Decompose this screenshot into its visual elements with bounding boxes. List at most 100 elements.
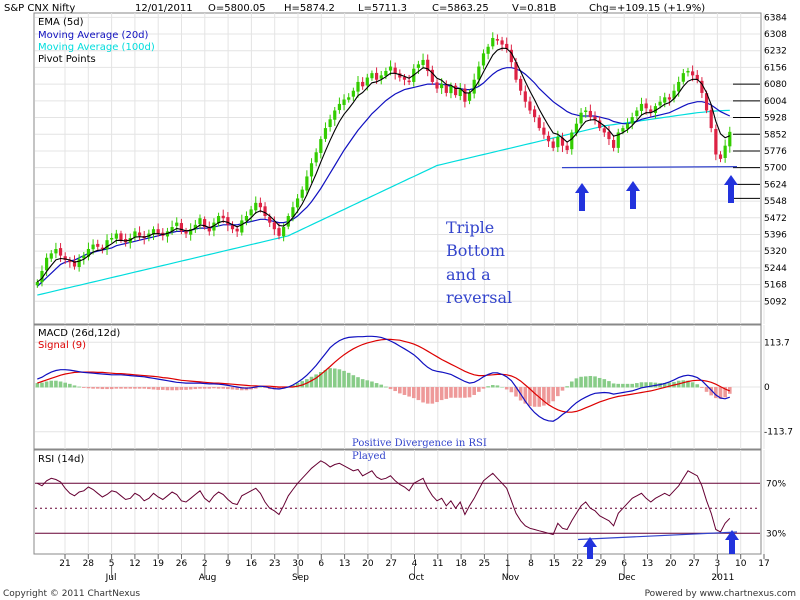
x-tick-label: 10 — [735, 559, 747, 569]
candle-body — [175, 222, 179, 226]
symbol-title: S&P CNX Nifty — [4, 3, 75, 14]
candle-body — [49, 253, 53, 259]
macd-histogram-bar — [328, 368, 332, 388]
macd-histogram-bar — [388, 387, 393, 390]
rsi-panel-frame — [33, 449, 762, 555]
macd-histogram-bar — [337, 369, 342, 388]
candle-body — [277, 228, 281, 236]
macd-histogram-bar — [639, 382, 644, 388]
macd-histogram-bar — [551, 387, 555, 402]
macd-histogram-bar — [151, 387, 156, 390]
candle-body — [114, 233, 118, 239]
rsi-divergence-line — [577, 531, 738, 541]
rsi-arrow-1-head — [583, 537, 597, 547]
x-tick-label: 8 — [528, 559, 534, 569]
header-volume: V=0.81B — [512, 3, 556, 14]
macd-histogram-bar — [560, 387, 565, 391]
macd-histogram-bar — [616, 383, 621, 388]
candle-body — [612, 139, 616, 148]
macd-histogram-bar — [291, 385, 295, 388]
macd-histogram-bar — [68, 383, 72, 388]
candle-body — [170, 227, 174, 232]
macd-histogram-bar — [212, 387, 216, 389]
x-tick-label: 19 — [152, 559, 164, 569]
month-label: Jul — [105, 573, 117, 583]
macd-histogram-bar — [44, 381, 49, 388]
rsi-arrow-2-shaft — [729, 539, 735, 554]
candle-body — [91, 244, 95, 250]
macd-histogram-bar — [202, 387, 207, 389]
candle-body — [300, 189, 304, 198]
price-arrow-1-head — [575, 183, 589, 193]
candle-body — [532, 109, 537, 118]
macd-histogram-bar — [240, 387, 244, 391]
candle-body — [68, 259, 72, 263]
candle-body — [472, 79, 476, 94]
macd-histogram-bar — [714, 387, 718, 399]
macd-histogram-bar — [277, 387, 281, 390]
candle-body — [477, 66, 481, 80]
macd-histogram-bar — [346, 372, 351, 388]
price-tick-label: 5396 — [764, 230, 787, 240]
annotation-line-4: reversal — [446, 288, 512, 307]
macd-histogram-bar — [156, 387, 160, 390]
candle-body — [365, 77, 369, 86]
candle-body — [528, 101, 532, 111]
price-tick-label: 6384 — [764, 13, 787, 23]
macd-histogram-bar — [648, 382, 653, 388]
month-label: Nov — [502, 573, 520, 583]
ma20-line — [36, 67, 731, 287]
x-tick-label: 27 — [688, 559, 699, 569]
x-tick-label: 6 — [318, 559, 324, 569]
macd-histogram-bar — [686, 380, 690, 388]
candle-body — [556, 136, 560, 148]
candle-body — [551, 141, 555, 148]
macd-histogram-bar — [184, 387, 188, 390]
candle-body — [402, 76, 407, 80]
candle-body — [537, 117, 541, 129]
price-tick-label: 5320 — [764, 247, 787, 257]
macd-histogram-bar — [565, 386, 569, 388]
macd-tick-label: -113.7 — [764, 428, 793, 438]
x-tick-label: 11 — [432, 559, 443, 569]
candle-body — [453, 85, 458, 96]
x-tick-label: 13 — [642, 559, 653, 569]
macd-histogram-bar — [439, 387, 444, 401]
candle-body — [467, 92, 472, 101]
macd-histogram-bar — [49, 380, 54, 388]
candle-body — [723, 145, 727, 158]
macd-histogram-bar — [481, 387, 486, 389]
candle-body — [388, 66, 393, 71]
candle-body — [523, 91, 527, 102]
candle-body — [72, 261, 77, 267]
macd-histogram-bar — [319, 372, 323, 388]
legend-macd: MACD (26d,12d) — [38, 328, 120, 339]
macd-histogram-bar — [54, 380, 58, 388]
candle-body — [435, 82, 439, 89]
footer-copyright: Copyright © 2011 ChartNexus — [3, 589, 140, 599]
candle-layer — [35, 32, 732, 288]
candle-body — [295, 198, 300, 208]
macd-histogram-bar — [356, 377, 360, 388]
macd-histogram-bar — [458, 387, 463, 398]
rsi-layer — [35, 460, 760, 541]
macd-histogram-bar — [579, 376, 583, 388]
macd-histogram-bar — [314, 374, 318, 388]
macd-histogram-bar — [370, 381, 374, 388]
candle-body — [658, 101, 662, 106]
candle-body — [268, 216, 272, 223]
macd-histogram-bar — [147, 387, 151, 390]
header-change: Chg=+109.15 (+1.9%) — [589, 3, 705, 14]
macd-histogram-bar — [569, 381, 574, 388]
candle-body — [444, 85, 448, 93]
macd-histogram-bar — [384, 386, 388, 388]
candle-body — [356, 81, 360, 92]
macd-histogram-bar — [635, 383, 639, 388]
macd-histogram-bar — [667, 382, 672, 388]
macd-histogram-bar — [137, 387, 142, 389]
x-tick-label: 23 — [269, 559, 280, 569]
macd-histogram-bar — [221, 387, 226, 389]
candle-body — [286, 216, 290, 227]
candle-body — [509, 49, 513, 63]
